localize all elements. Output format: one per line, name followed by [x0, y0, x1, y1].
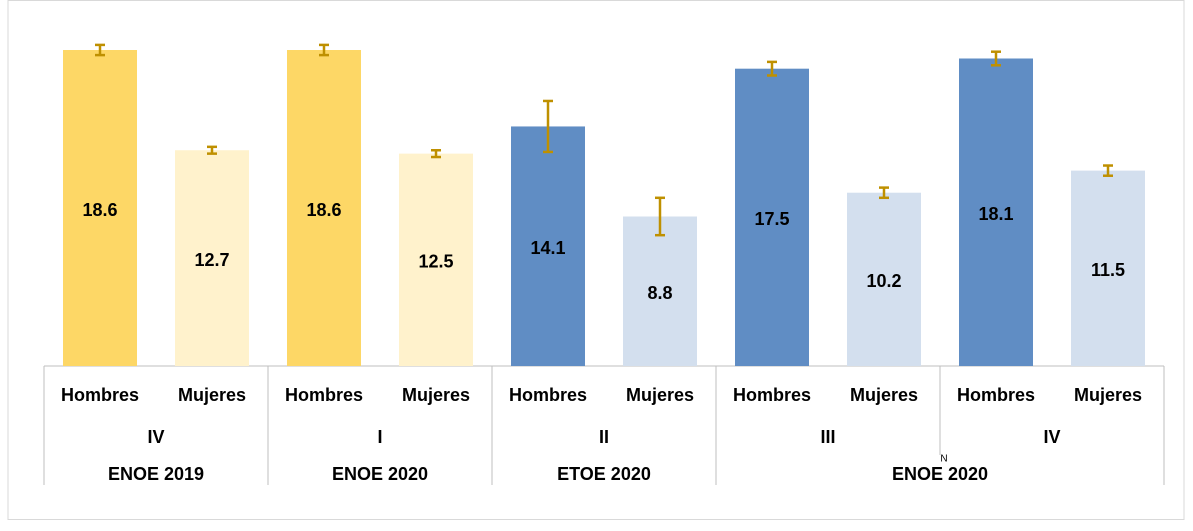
x-tick-label: Mujeres: [850, 385, 918, 405]
x-tick-label: Hombres: [285, 385, 363, 405]
bar: [847, 192, 921, 366]
bar: [63, 50, 137, 366]
chart-frame: [7, 0, 1185, 520]
survey-label: ENOE 2020: [892, 464, 988, 484]
quarter-label: IV: [147, 427, 164, 447]
bar: [511, 126, 585, 366]
x-tick-label: Hombres: [61, 385, 139, 405]
bar: [623, 216, 697, 366]
x-tick-label: Hombres: [733, 385, 811, 405]
x-tick-label: Mujeres: [178, 385, 246, 405]
data-label: 14.1: [530, 238, 565, 258]
x-tick-label: Mujeres: [1074, 385, 1142, 405]
data-label: 18.1: [978, 204, 1013, 224]
x-tick-label: Mujeres: [402, 385, 470, 405]
x-tick-label: Hombres: [509, 385, 587, 405]
annotation: N: [940, 454, 947, 465]
quarter-label: II: [599, 427, 609, 447]
data-label: 10.2: [866, 271, 901, 291]
survey-label: ENOE 2019: [108, 464, 204, 484]
bar: [959, 58, 1033, 366]
bar: [175, 150, 249, 366]
data-label: 12.7: [194, 250, 229, 270]
data-label: 8.8: [647, 283, 672, 303]
survey-label: ETOE 2020: [557, 464, 651, 484]
data-label: 18.6: [306, 200, 341, 220]
data-label: 18.6: [82, 200, 117, 220]
x-tick-label: Hombres: [957, 385, 1035, 405]
bar: [399, 153, 473, 366]
data-label: 12.5: [418, 252, 453, 272]
quarter-label: III: [820, 427, 835, 447]
bar: [287, 50, 361, 366]
bar: [735, 68, 809, 366]
survey-label: ENOE 2020: [332, 464, 428, 484]
data-label: 17.5: [754, 209, 789, 229]
quarter-label: I: [377, 427, 382, 447]
quarter-label: IV: [1043, 427, 1060, 447]
data-label: 11.5: [1091, 260, 1125, 280]
bar: [1071, 170, 1145, 366]
x-tick-label: Mujeres: [626, 385, 694, 405]
